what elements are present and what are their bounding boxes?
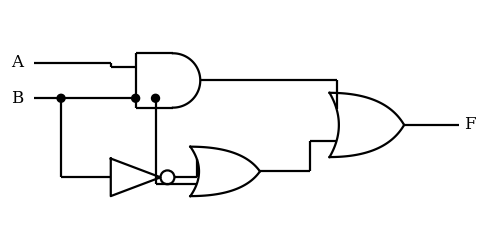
- Circle shape: [132, 94, 140, 102]
- Circle shape: [151, 94, 159, 102]
- Text: A: A: [11, 54, 23, 71]
- Text: F: F: [464, 116, 475, 133]
- Text: B: B: [11, 90, 24, 107]
- Circle shape: [57, 94, 65, 102]
